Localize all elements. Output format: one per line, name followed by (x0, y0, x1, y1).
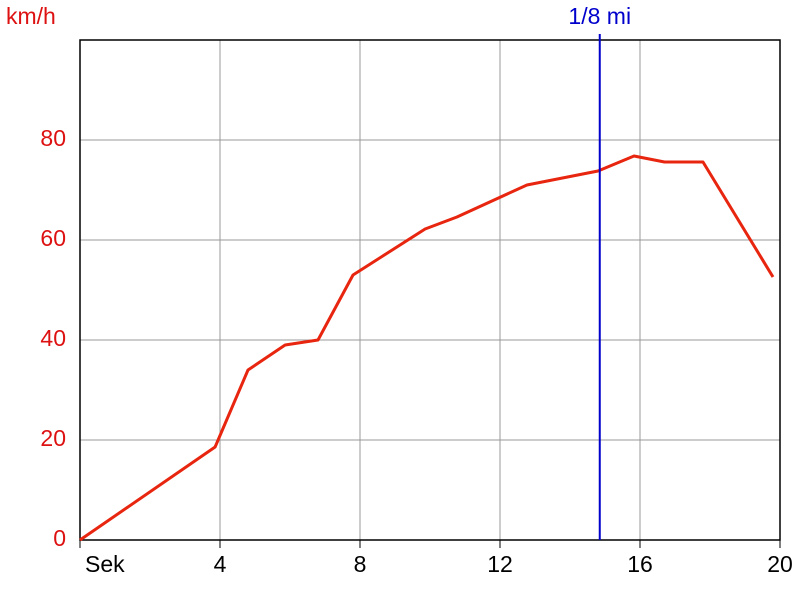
speed-line (79, 154, 775, 542)
plot-frame (79, 39, 781, 541)
y-tick-label: 0 (53, 525, 66, 551)
y-tick-label: 80 (40, 125, 66, 151)
y-tick-label: 20 (40, 425, 66, 451)
marker-label: 1/8 mi (568, 3, 631, 29)
x-tick-label: 20 (767, 551, 793, 577)
x-tick-label: 16 (627, 551, 653, 577)
y-tick-label: 60 (40, 225, 66, 251)
y-axis-label: km/h (6, 3, 56, 29)
x-tick-label: 8 (354, 551, 367, 577)
x-tick-label: Sek (85, 551, 125, 577)
x-tick-label: 12 (487, 551, 513, 577)
x-tick-label: 4 (214, 551, 227, 577)
y-tick-label: 40 (40, 325, 66, 351)
